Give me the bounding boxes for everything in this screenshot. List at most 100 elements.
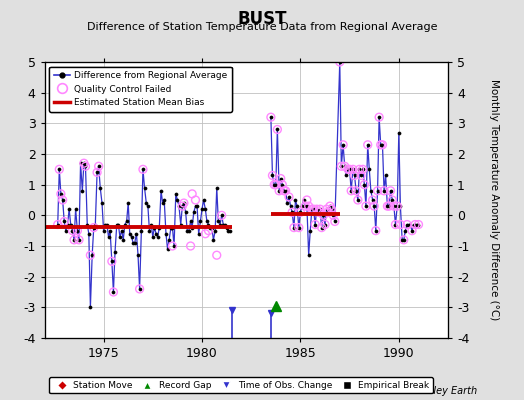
Point xyxy=(201,230,210,237)
Point xyxy=(399,237,408,243)
Point xyxy=(357,172,365,179)
Point xyxy=(358,166,367,172)
Point xyxy=(303,197,311,203)
Point xyxy=(341,163,349,170)
Point xyxy=(316,206,324,212)
Point xyxy=(294,224,303,231)
Point xyxy=(339,142,347,148)
Point xyxy=(378,142,387,148)
Point xyxy=(347,188,355,194)
Legend: Difference from Regional Average, Quality Control Failed, Estimated Station Mean: Difference from Regional Average, Qualit… xyxy=(49,66,232,112)
Point xyxy=(57,191,65,197)
Point xyxy=(362,203,370,209)
Point xyxy=(80,160,88,166)
Point xyxy=(94,163,103,170)
Point xyxy=(285,194,293,200)
Point xyxy=(318,224,326,231)
Point xyxy=(270,182,278,188)
Point xyxy=(213,252,221,258)
Point xyxy=(319,212,328,218)
Point xyxy=(267,114,275,120)
Point xyxy=(280,188,288,194)
Point xyxy=(396,221,405,228)
Point xyxy=(408,228,416,234)
Point xyxy=(321,221,329,228)
Point xyxy=(344,166,352,172)
Point xyxy=(273,126,281,133)
Text: Berkeley Earth: Berkeley Earth xyxy=(405,386,477,396)
Point xyxy=(93,169,101,176)
Point xyxy=(68,228,77,234)
Point xyxy=(331,218,339,225)
Y-axis label: Monthly Temperature Anomaly Difference (°C): Monthly Temperature Anomaly Difference (… xyxy=(489,79,499,321)
Point xyxy=(354,197,362,203)
Point xyxy=(372,228,380,234)
Point xyxy=(374,188,382,194)
Point xyxy=(375,114,384,120)
Point xyxy=(322,206,331,212)
Point xyxy=(349,166,357,172)
Point xyxy=(281,188,290,194)
Point xyxy=(329,212,337,218)
Point xyxy=(178,203,187,209)
Point xyxy=(217,212,226,218)
Point xyxy=(271,182,280,188)
Point xyxy=(60,218,69,225)
Point xyxy=(55,166,63,172)
Point xyxy=(268,172,277,179)
Point xyxy=(311,221,319,228)
Point xyxy=(168,243,177,249)
Point xyxy=(107,258,116,264)
Point xyxy=(312,206,321,212)
Point xyxy=(403,221,411,228)
Point xyxy=(70,237,78,243)
Point xyxy=(90,224,98,231)
Point xyxy=(53,221,62,228)
Legend: Station Move, Record Gap, Time of Obs. Change, Empirical Break: Station Move, Record Gap, Time of Obs. C… xyxy=(49,377,433,394)
Point xyxy=(380,188,388,194)
Point xyxy=(59,197,67,203)
Point xyxy=(360,182,368,188)
Point xyxy=(393,203,401,209)
Point xyxy=(377,142,385,148)
Point xyxy=(351,172,359,179)
Point xyxy=(355,166,364,172)
Point xyxy=(278,182,287,188)
Point xyxy=(337,163,345,170)
Point xyxy=(368,197,377,203)
Point xyxy=(335,59,344,65)
Point xyxy=(277,175,285,182)
Point xyxy=(383,203,391,209)
Point xyxy=(352,188,361,194)
Point xyxy=(391,221,400,228)
Point xyxy=(290,224,298,231)
Point xyxy=(345,166,354,172)
Text: Difference of Station Temperature Data from Regional Average: Difference of Station Temperature Data f… xyxy=(87,22,437,32)
Point xyxy=(414,221,423,228)
Point xyxy=(301,203,310,209)
Point xyxy=(296,209,304,216)
Point xyxy=(386,188,395,194)
Point xyxy=(304,203,313,209)
Point xyxy=(314,209,323,216)
Point xyxy=(188,191,196,197)
Point xyxy=(275,188,283,194)
Point xyxy=(411,221,419,228)
Point xyxy=(388,197,397,203)
Point xyxy=(288,209,297,216)
Point xyxy=(324,209,333,216)
Point xyxy=(364,142,372,148)
Point xyxy=(81,163,90,170)
Point xyxy=(370,203,378,209)
Point xyxy=(204,228,213,234)
Point xyxy=(385,203,393,209)
Point xyxy=(139,166,147,172)
Point xyxy=(86,252,95,258)
Point xyxy=(328,206,336,212)
Point xyxy=(390,203,398,209)
Text: BUST: BUST xyxy=(237,10,287,28)
Point xyxy=(109,289,117,295)
Point xyxy=(187,243,195,249)
Point xyxy=(309,206,318,212)
Point xyxy=(73,228,82,234)
